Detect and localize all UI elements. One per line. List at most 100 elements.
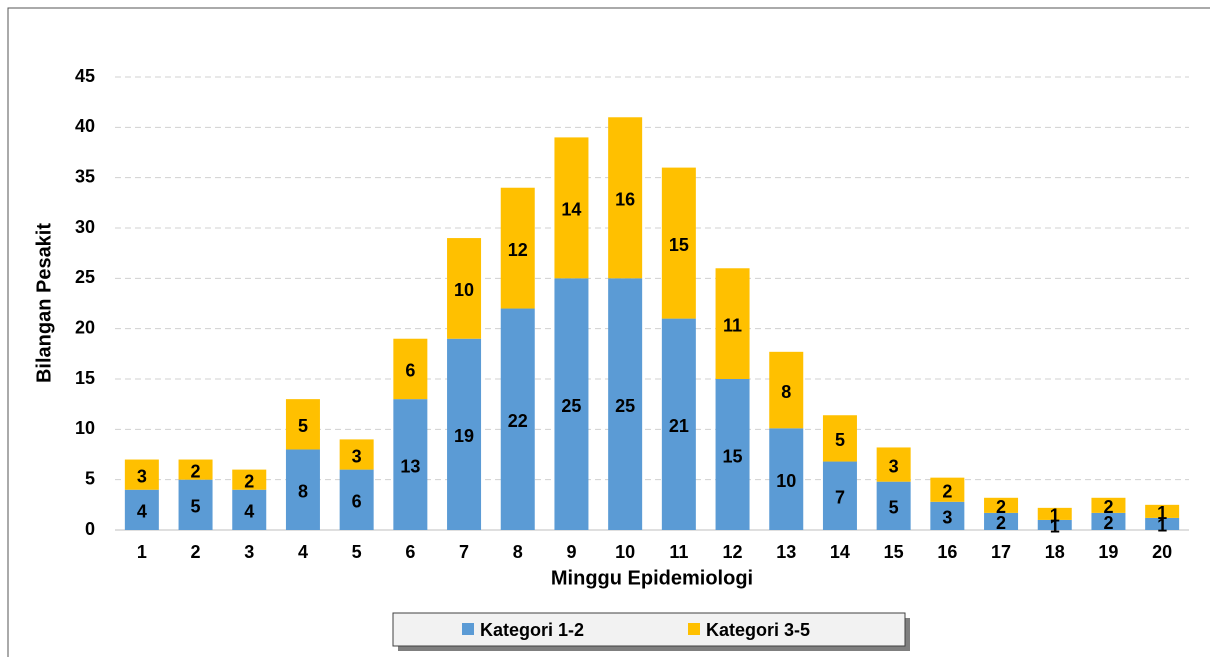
data-label: 10 (776, 471, 796, 491)
bar-segment (124, 459, 159, 490)
bar-segment (769, 428, 804, 530)
x-tick-label: 4 (298, 542, 308, 562)
bar-segment (715, 379, 750, 530)
bar-segment (393, 399, 428, 530)
data-label: 12 (508, 240, 528, 260)
legend-swatch (462, 623, 474, 635)
bar-segment (339, 469, 374, 530)
data-label: 5 (298, 416, 308, 436)
x-tick-label: 8 (513, 542, 523, 562)
data-label: 15 (669, 235, 689, 255)
bar-segment (876, 447, 911, 482)
data-label: 22 (508, 411, 528, 431)
x-tick-label: 20 (1152, 542, 1172, 562)
bar-segment (984, 512, 1019, 530)
bar-segment (876, 481, 911, 530)
legend-swatch (688, 623, 700, 635)
data-label: 21 (669, 416, 689, 436)
x-tick-label: 12 (723, 542, 743, 562)
x-tick-label: 5 (352, 542, 362, 562)
data-label: 2 (244, 471, 254, 491)
data-label: 3 (137, 466, 147, 486)
x-tick-label: 16 (937, 542, 957, 562)
data-label: 8 (781, 382, 791, 402)
bar-segment (608, 278, 643, 530)
data-label: 2 (996, 497, 1006, 517)
data-label: 13 (400, 456, 420, 476)
x-tick-label: 9 (566, 542, 576, 562)
data-label: 6 (352, 492, 362, 512)
data-label: 10 (454, 280, 474, 300)
bar-segment (1037, 507, 1072, 520)
y-tick-label: 45 (75, 66, 95, 86)
legend-label: Kategori 1-2 (480, 620, 584, 640)
bar-segment (500, 187, 535, 309)
frame (7, 7, 1210, 657)
bar-segment (178, 459, 213, 480)
y-tick-label: 10 (75, 418, 95, 438)
x-tick-label: 1 (137, 542, 147, 562)
y-tick-label: 5 (85, 468, 95, 488)
bar-segment (178, 479, 213, 530)
bar-segment (232, 489, 267, 530)
data-label: 2 (1103, 497, 1113, 517)
bar-segment (661, 318, 696, 530)
bar-segment (447, 338, 482, 530)
y-tick-label: 40 (75, 116, 95, 136)
data-label: 11 (723, 315, 742, 335)
bar-segment (984, 497, 1019, 513)
data-label: 14 (561, 200, 581, 220)
y-tick-label: 35 (75, 166, 95, 186)
x-tick-label: 7 (459, 542, 469, 562)
legend-label: Kategori 3-5 (706, 620, 810, 640)
bar-segment (1091, 497, 1126, 513)
bar-segment (930, 477, 965, 502)
x-tick-label: 18 (1045, 542, 1065, 562)
bar-segment (554, 137, 589, 279)
bar-segment (447, 238, 482, 339)
y-tick-label: 20 (75, 317, 95, 337)
bar-segment (715, 268, 750, 379)
bar-segment (285, 449, 320, 530)
data-label: 16 (615, 190, 635, 210)
data-label: 25 (561, 396, 581, 416)
x-tick-label: 19 (1098, 542, 1118, 562)
bar-segment (554, 278, 589, 530)
data-label: 8 (298, 481, 308, 501)
data-label: 7 (835, 488, 845, 508)
data-label: 4 (244, 502, 254, 522)
bar-segment (124, 489, 159, 530)
data-label: 2 (1103, 513, 1113, 533)
y-tick-label: 15 (75, 368, 95, 388)
bar-segment (232, 469, 267, 490)
x-tick-label: 11 (669, 542, 688, 562)
x-tick-label: 14 (830, 542, 850, 562)
data-label: 3 (352, 446, 362, 466)
bar-segment (661, 167, 696, 319)
x-tick-label: 2 (191, 542, 201, 562)
x-tick-label: 3 (244, 542, 254, 562)
bar-segment (930, 501, 965, 530)
data-label: 5 (191, 497, 201, 517)
bar-segment (769, 351, 804, 429)
bar-segment (1091, 512, 1126, 530)
data-label: 2 (191, 461, 201, 481)
data-label: 15 (723, 446, 743, 466)
data-label: 5 (835, 430, 845, 450)
bar-segment (1145, 517, 1180, 530)
data-label: 4 (137, 502, 147, 522)
data-label: 5 (889, 498, 899, 518)
x-tick-label: 10 (615, 542, 635, 562)
data-label: 2 (942, 481, 952, 501)
bar-segment (393, 338, 428, 400)
bar-segment (1145, 504, 1180, 518)
bar-segment (500, 308, 535, 530)
x-tick-label: 17 (991, 542, 1011, 562)
bar-segment (822, 461, 857, 530)
data-label: 3 (889, 456, 899, 476)
y-tick-label: 30 (75, 217, 95, 237)
data-label: 1 (1050, 506, 1060, 526)
bar-segment (822, 415, 857, 462)
data-label: 6 (405, 361, 415, 381)
